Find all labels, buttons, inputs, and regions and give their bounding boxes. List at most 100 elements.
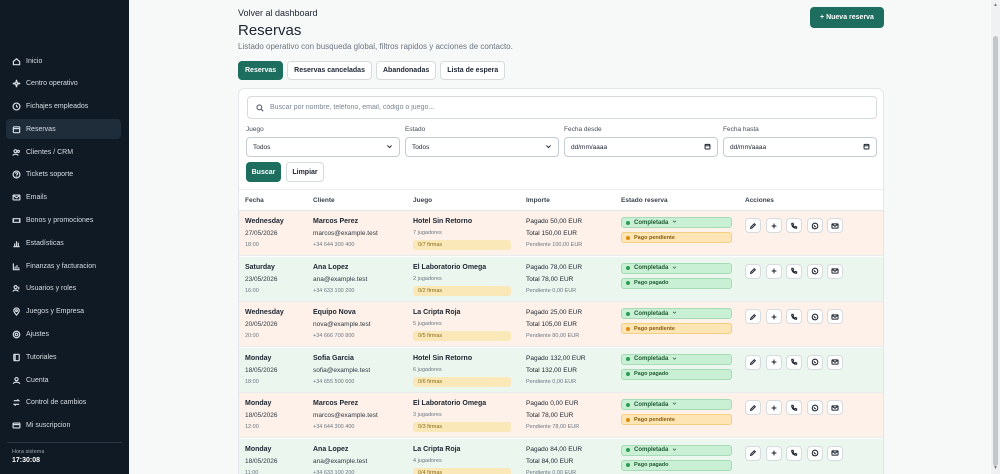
- help-circle-icon: [12, 170, 21, 179]
- buscar-button[interactable]: Buscar: [246, 162, 281, 182]
- whatsapp-button[interactable]: [806, 353, 823, 371]
- sidebar-item-control-de-cambios[interactable]: Control de cambios: [6, 393, 121, 413]
- status-select[interactable]: Completada: [621, 262, 732, 274]
- call-button[interactable]: [786, 263, 802, 279]
- sidebar-item-ajustes[interactable]: Ajustes: [6, 325, 121, 345]
- sidebar-item-estad-sticas[interactable]: Estadísticas: [6, 233, 121, 253]
- add-button[interactable]: [765, 445, 782, 461]
- fecha-hasta-input[interactable]: dd/mm/aaaa: [723, 137, 877, 157]
- sidebar-item-finanzas-y-facturacion[interactable]: Finanzas y facturacion: [6, 256, 121, 276]
- scroll-thumb[interactable]: [993, 36, 998, 466]
- status-label: Completada: [634, 310, 669, 317]
- email-button[interactable]: [827, 309, 843, 324]
- row-client[interactable]: Sofia Garcia: [313, 354, 354, 362]
- tab-reservas-canceladas[interactable]: Reservas canceladas: [287, 61, 372, 80]
- row-game: La Cripta Roja: [413, 445, 461, 453]
- whatsapp-button[interactable]: [806, 445, 823, 461]
- status-select[interactable]: Completada: [621, 353, 732, 365]
- sidebar-item-usuarios-y-roles[interactable]: Usuarios y roles: [6, 279, 121, 299]
- sidebar-item-tickets-soporte[interactable]: Tickets soporte: [6, 165, 121, 185]
- new-reservation-button[interactable]: + Nueva reserva: [810, 7, 884, 28]
- sidebar-item-label: Ajustes: [26, 331, 49, 339]
- call-button[interactable]: [786, 400, 802, 415]
- status-select[interactable]: Completada: [621, 399, 732, 410]
- row-client[interactable]: Marcos Perez: [313, 218, 359, 225]
- sidebar-item-centro-operativo[interactable]: Centro operativo: [6, 74, 121, 94]
- search-input[interactable]: [270, 104, 850, 111]
- row-client[interactable]: Ana Lopez: [313, 445, 349, 453]
- row-total: Total 105,00 EUR: [526, 321, 577, 328]
- status-select[interactable]: Completada: [621, 217, 732, 228]
- add-button[interactable]: [765, 354, 782, 370]
- limpiar-button[interactable]: Limpiar: [286, 162, 324, 182]
- juego-select[interactable]: Todos: [246, 137, 400, 157]
- sidebar-item-cuenta[interactable]: Cuenta: [6, 370, 121, 390]
- whatsapp-button[interactable]: [806, 263, 823, 279]
- sidebar-item-reservas[interactable]: Reservas: [6, 119, 121, 140]
- row-pending: Pendiente 0,00 EUR: [526, 287, 577, 294]
- row-date: 23/05/2026: [245, 275, 278, 283]
- calendar-icon[interactable]: [704, 143, 711, 152]
- edit-button[interactable]: [745, 445, 761, 461]
- sidebar-item-label: Reservas: [26, 125, 56, 133]
- sidebar-item-mi-suscripcion[interactable]: Mi suscripcion: [6, 416, 121, 436]
- row-client[interactable]: Ana Lopez: [313, 263, 349, 271]
- email-button[interactable]: [827, 400, 843, 415]
- sidebar-item-clientes-crm[interactable]: Clientes / CRM: [6, 142, 121, 162]
- search-box[interactable]: [247, 96, 877, 119]
- fecha-desde-input[interactable]: dd/mm/aaaa: [564, 137, 718, 157]
- sidebar-item-inicio[interactable]: Inicio: [6, 51, 121, 71]
- sidebar-item-fichajes-empleados[interactable]: Fichajes empleados: [6, 97, 121, 117]
- sidebar-item-emails[interactable]: Emails: [6, 188, 121, 208]
- email-button[interactable]: [827, 263, 843, 279]
- sidebar-item-bonos-y-promociones[interactable]: Bonos y promociones: [6, 211, 121, 231]
- whatsapp-button[interactable]: [806, 218, 823, 233]
- scroll-up-icon[interactable]: ▲: [993, 2, 998, 8]
- whatsapp-button[interactable]: [806, 309, 823, 324]
- status-select[interactable]: Completada: [621, 444, 732, 456]
- status-label: Completada: [634, 447, 669, 453]
- row-client[interactable]: Marcos Perez: [313, 400, 359, 407]
- row-time: 18:00: [245, 378, 259, 385]
- row-players: 7 jugadores: [413, 230, 442, 236]
- email-button[interactable]: [827, 354, 843, 370]
- status-select[interactable]: Completada: [621, 308, 732, 319]
- edit-button[interactable]: [745, 400, 761, 415]
- row-time: 16:00: [245, 287, 259, 294]
- sidebar-item-juegos-y-empresa[interactable]: Juegos y Empresa: [6, 302, 121, 322]
- whatsapp-icon: [811, 353, 819, 371]
- sidebar-item-tutoriales[interactable]: Tutoriales: [6, 347, 121, 367]
- add-button[interactable]: [765, 400, 782, 415]
- chevron-down-icon: [668, 447, 677, 454]
- add-button[interactable]: [765, 218, 782, 233]
- email-button[interactable]: [827, 444, 843, 462]
- tab-lista-de-espera[interactable]: Lista de espera: [440, 61, 506, 80]
- row-client[interactable]: Equipo Nova: [313, 309, 356, 316]
- edit-button[interactable]: [745, 263, 761, 279]
- tab-reservas[interactable]: Reservas: [238, 61, 284, 80]
- call-button[interactable]: [786, 445, 802, 461]
- calendar-icon[interactable]: [863, 143, 870, 152]
- call-button[interactable]: [786, 309, 802, 324]
- edit-button[interactable]: [745, 218, 761, 233]
- edit-button[interactable]: [745, 309, 761, 324]
- tab-abandonadas[interactable]: Abandonadas: [375, 61, 437, 80]
- payment-dot: [626, 463, 630, 467]
- sidebar-item-label: Cuenta: [26, 376, 49, 384]
- edit-button[interactable]: [745, 354, 761, 370]
- back-to-dashboard-link[interactable]: Volver al dashboard: [238, 8, 318, 18]
- whatsapp-button[interactable]: [806, 400, 823, 415]
- settings-icon: [12, 330, 21, 339]
- call-button[interactable]: [786, 354, 802, 370]
- add-button[interactable]: [765, 263, 782, 279]
- call-button[interactable]: [786, 218, 802, 233]
- email-button[interactable]: [827, 218, 843, 233]
- table-row: Wednesday 27/05/2026 18:00 Marcos Perez marc…: [239, 211, 883, 256]
- estado-select[interactable]: Todos: [405, 137, 559, 157]
- ticket-icon: [12, 216, 21, 225]
- page-scrollbar[interactable]: ▲ ▼: [991, 0, 1000, 474]
- scroll-down-icon[interactable]: ▼: [993, 465, 998, 471]
- mail-icon: [831, 444, 839, 462]
- add-button[interactable]: [765, 309, 782, 324]
- row-day: Saturday: [245, 263, 275, 271]
